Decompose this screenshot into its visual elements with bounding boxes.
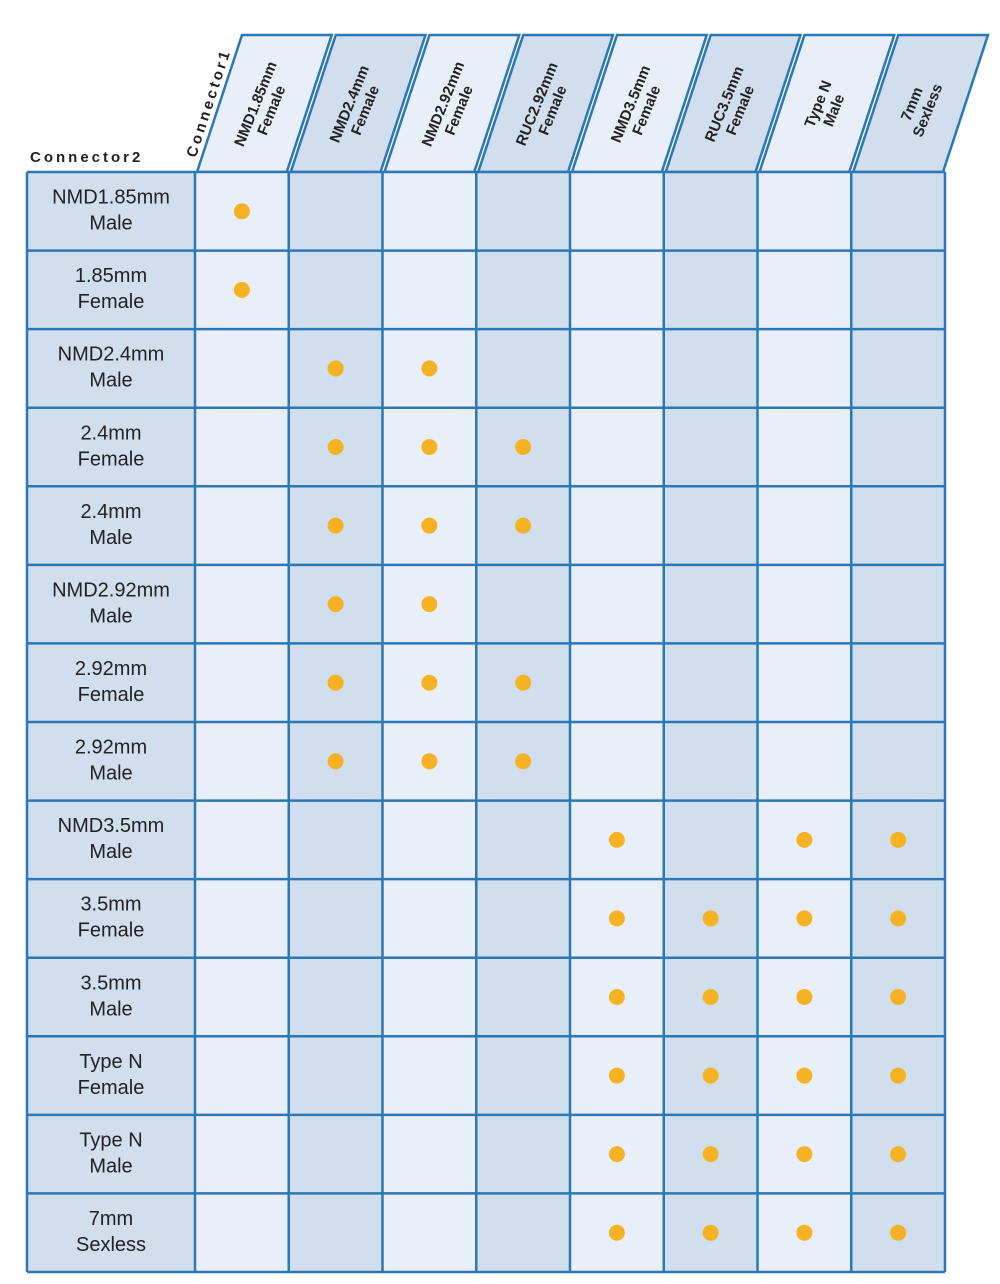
row-header-line: Female bbox=[78, 684, 145, 706]
compatibility-dot bbox=[327, 753, 344, 770]
compatibility-dot bbox=[327, 596, 344, 613]
compatibility-dot bbox=[515, 674, 532, 691]
compatibility-dot bbox=[796, 831, 813, 848]
row-header-line: Sexless bbox=[76, 1234, 146, 1256]
compatibility-dot bbox=[421, 596, 438, 613]
compatibility-dot bbox=[890, 1067, 907, 1084]
row-header-line: 2.4mm bbox=[80, 422, 141, 444]
row-header-line: NMD3.5mm bbox=[58, 815, 165, 837]
row-header-line: Female bbox=[78, 920, 145, 942]
compatibility-dot bbox=[327, 674, 344, 691]
compatibility-dot bbox=[608, 1224, 625, 1241]
row-header-line: 2.4mm bbox=[80, 501, 141, 523]
compatibility-dot bbox=[890, 831, 907, 848]
compatibility-dot bbox=[796, 989, 813, 1005]
row-header-line: Male bbox=[89, 213, 132, 235]
compatibility-dot bbox=[327, 439, 344, 455]
compatibility-dot bbox=[421, 674, 438, 691]
compatibility-dot bbox=[890, 910, 907, 927]
row-header-line: Male bbox=[89, 370, 132, 392]
compatibility-dot bbox=[608, 910, 625, 927]
compatibility-dot bbox=[421, 439, 438, 455]
row-header-line: Type N bbox=[79, 1129, 142, 1151]
compatibility-dot bbox=[796, 1146, 813, 1163]
compatibility-dot bbox=[702, 1224, 719, 1241]
compatibility-dot bbox=[702, 989, 719, 1005]
row-header-line: Male bbox=[89, 763, 132, 785]
compatibility-dot bbox=[608, 1146, 625, 1163]
compatibility-dot bbox=[233, 281, 250, 298]
row-header-line: 2.92mm bbox=[75, 737, 147, 759]
row-header-line: Male bbox=[89, 527, 132, 549]
row-header-line: Type N bbox=[79, 1051, 142, 1073]
compatibility-dot bbox=[608, 1067, 625, 1084]
row-header-line: 1.85mm bbox=[75, 265, 147, 287]
compatibility-dot bbox=[515, 517, 532, 534]
compatibility-dot bbox=[515, 439, 532, 455]
compatibility-dot bbox=[702, 1067, 719, 1084]
row-header-line: 2.92mm bbox=[75, 658, 147, 680]
row-header-line: 3.5mm bbox=[80, 894, 141, 916]
compatibility-dot bbox=[796, 910, 813, 927]
row-header-line: NMD2.92mm bbox=[52, 579, 170, 601]
compatibility-dot bbox=[702, 1146, 719, 1163]
compatibility-dot bbox=[327, 360, 344, 377]
compatibility-dot bbox=[796, 1224, 813, 1241]
compatibility-dot bbox=[421, 753, 438, 770]
row-header-line: Female bbox=[78, 291, 145, 313]
compatibility-dot bbox=[608, 989, 625, 1005]
row-header-line: 3.5mm bbox=[80, 972, 141, 994]
row-header-line: Male bbox=[89, 841, 132, 863]
row-header-line: 7mm bbox=[89, 1208, 133, 1230]
compatibility-dot bbox=[890, 1146, 907, 1163]
compatibility-dot bbox=[702, 910, 719, 927]
row-header-line: Male bbox=[89, 998, 132, 1020]
compatibility-dot bbox=[421, 360, 438, 377]
row-header-line: Male bbox=[89, 1155, 132, 1177]
compatibility-dot bbox=[796, 1067, 813, 1084]
row-header-line: NMD2.4mm bbox=[58, 344, 165, 366]
row-header-line: Female bbox=[78, 1077, 145, 1099]
row-header-line: NMD1.85mm bbox=[52, 187, 170, 209]
compatibility-dot bbox=[421, 517, 438, 534]
row-header-line: Male bbox=[89, 605, 132, 627]
compatibility-dot bbox=[608, 831, 625, 848]
row-axis-label: Connector2 bbox=[30, 149, 143, 166]
compatibility-dot bbox=[890, 1224, 907, 1241]
compatibility-dot bbox=[890, 989, 907, 1005]
compatibility-dot bbox=[515, 753, 532, 770]
row-header-line: Female bbox=[78, 448, 145, 470]
compatibility-dot bbox=[327, 517, 344, 534]
compatibility-dot bbox=[233, 203, 250, 220]
